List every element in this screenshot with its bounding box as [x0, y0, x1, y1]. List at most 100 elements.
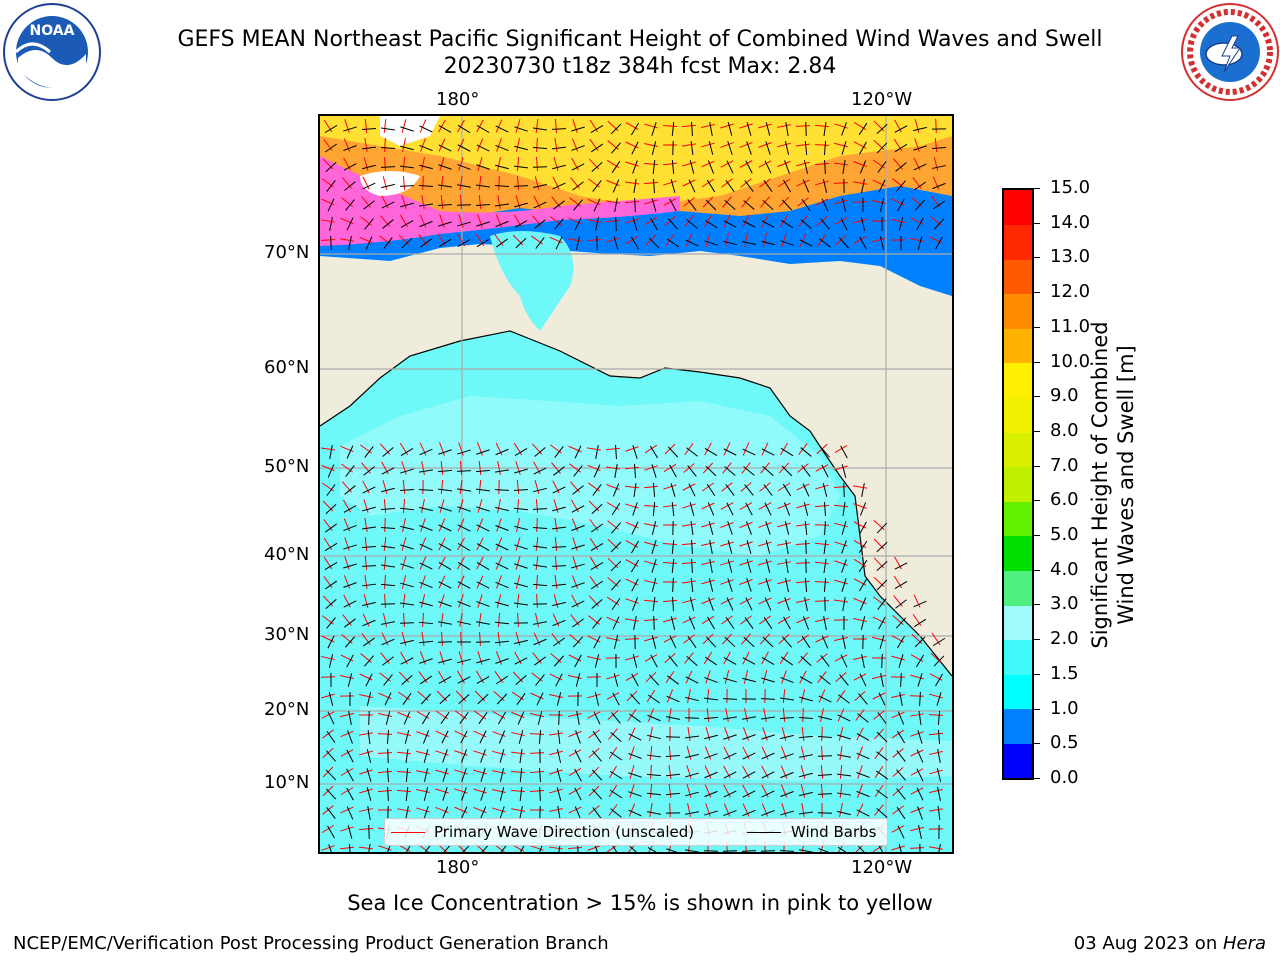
wave-direction-arrow — [853, 597, 867, 605]
wind-barb — [652, 159, 656, 175]
wave-direction-arrow — [552, 176, 560, 190]
colorbar-segment — [1004, 535, 1032, 571]
wind-barb — [628, 809, 642, 817]
wave-direction-arrow — [549, 750, 563, 756]
wind-barb — [384, 692, 392, 706]
wind-barb — [723, 790, 737, 798]
wind-barb — [704, 656, 718, 666]
wind-barb — [895, 617, 907, 629]
wind-barb — [764, 597, 772, 611]
wave-direction-arrow — [438, 537, 446, 551]
wind-barb — [913, 600, 927, 608]
wind-barb — [895, 162, 907, 172]
wave-direction-arrow — [839, 764, 843, 780]
wave-direction-arrow — [644, 654, 658, 662]
wave-direction-arrow — [777, 142, 791, 148]
colorbar-tick-label: 12.0 — [1050, 281, 1091, 303]
wind-barb — [782, 179, 792, 193]
wind-barb — [343, 563, 357, 569]
wave-direction-arrow — [589, 119, 599, 133]
wave-direction-arrow — [496, 594, 502, 608]
wind-barb — [666, 238, 680, 248]
wind-barb — [419, 658, 433, 664]
wind-barb — [671, 539, 675, 555]
wind-barb — [823, 616, 827, 630]
wind-barb — [365, 673, 373, 687]
wind-barb — [877, 712, 887, 724]
wind-barb — [801, 465, 811, 477]
wind-barb — [611, 160, 621, 174]
wave-direction-arrow — [928, 732, 944, 736]
footer-date: 03 Aug 2023 on Hera — [1074, 933, 1266, 954]
wind-barb — [896, 769, 906, 781]
wind-barb — [401, 237, 413, 249]
wave-direction-arrow — [477, 651, 483, 665]
wave-direction-arrow — [400, 651, 408, 665]
wind-barb — [499, 768, 505, 782]
wind-barb — [400, 657, 414, 665]
wave-direction-arrow — [795, 580, 811, 584]
wind-barb — [707, 160, 715, 174]
wind-barb — [557, 729, 561, 745]
wave-direction-arrow — [422, 175, 424, 191]
wind-barb — [860, 616, 866, 630]
wave-direction-arrow — [377, 789, 393, 793]
wind-barb — [327, 825, 335, 839]
wind-barb — [723, 448, 737, 456]
wind-barb — [347, 730, 353, 744]
wind-barb — [687, 199, 697, 211]
wave-direction-arrow — [321, 219, 335, 223]
wave-direction-arrow — [929, 808, 943, 812]
wind-barb — [671, 121, 675, 137]
wind-barb — [495, 658, 509, 664]
wind-barb — [346, 217, 354, 231]
wave-direction-arrow — [777, 598, 791, 604]
wave-direction-arrow — [762, 670, 768, 684]
colorbar-tick-mark — [1034, 778, 1040, 779]
wind-barb — [571, 563, 585, 569]
wave-direction-arrow — [668, 783, 672, 799]
wind-barb — [647, 734, 661, 740]
wind-barb — [763, 484, 773, 496]
wind-barb — [327, 464, 335, 478]
wind-barb — [937, 787, 941, 801]
wave-direction-arrow — [914, 119, 920, 133]
wind-barb — [686, 656, 698, 666]
wave-direction-arrow — [416, 711, 430, 719]
wind-barb — [879, 635, 885, 649]
wave-direction-arrow — [663, 617, 677, 623]
wave-direction-arrow — [853, 485, 867, 489]
wave-direction-arrow — [777, 482, 791, 492]
wind-barb — [438, 524, 452, 532]
wave-direction-arrow — [401, 632, 407, 646]
wind-barb — [703, 697, 719, 701]
wave-direction-arrow — [625, 218, 639, 224]
wind-barb — [612, 692, 620, 706]
wave-direction-arrow — [606, 200, 620, 204]
wind-barb — [345, 465, 355, 477]
wind-barb — [709, 122, 713, 136]
wave-direction-arrow — [739, 521, 753, 529]
wind-barb — [780, 734, 794, 740]
wind-barb — [742, 448, 756, 456]
wave-direction-arrow — [416, 789, 430, 793]
wave-direction-arrow — [872, 200, 886, 204]
wind-barb — [857, 713, 869, 723]
wind-barb — [476, 621, 490, 625]
wave-direction-arrow — [856, 803, 864, 817]
wind-barb — [495, 506, 509, 512]
wave-direction-arrow — [838, 727, 844, 741]
wave-direction-arrow — [495, 537, 503, 551]
wave-direction-arrow — [381, 632, 389, 646]
wave-direction-arrow — [343, 499, 351, 513]
wave-direction-arrow — [853, 558, 867, 568]
wave-direction-arrow — [381, 461, 389, 475]
wave-direction-arrow — [382, 176, 388, 190]
wave-direction-arrow — [929, 751, 943, 755]
wind-barb — [688, 179, 696, 193]
wind-barb — [878, 692, 886, 706]
wave-direction-arrow — [874, 765, 884, 779]
wave-direction-arrow — [624, 181, 640, 185]
wind-barb — [461, 768, 467, 782]
wave-direction-arrow — [497, 499, 501, 513]
